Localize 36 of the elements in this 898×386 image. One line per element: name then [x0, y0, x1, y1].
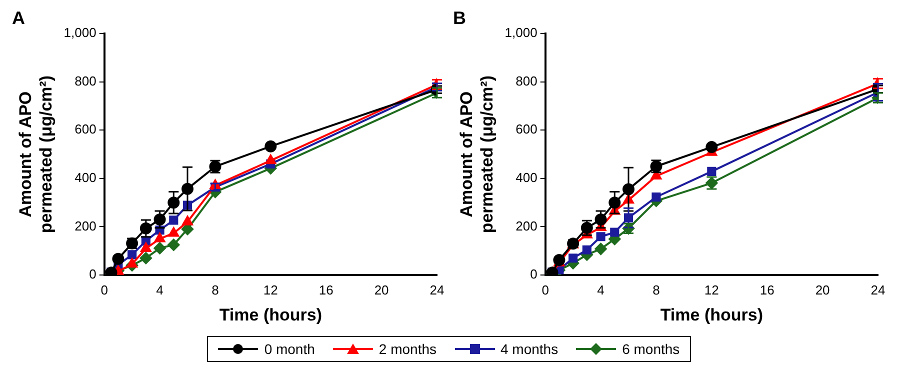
y-tick-label: 200 [74, 218, 96, 234]
y-axis-title: Amount of APO permeated (μg/cm²) [456, 75, 496, 234]
legend-label: 6 months [622, 341, 680, 357]
x-tick-label: 24 [430, 282, 444, 298]
x-tick-label: 4 [597, 282, 604, 298]
y-axis-title: Amount of APO permeated (μg/cm²) [16, 75, 56, 234]
x-tick-label: 16 [760, 282, 774, 298]
x-tick-label: 0 [100, 282, 108, 298]
y-tick-label: 600 [74, 122, 96, 137]
y-tick-label: 1,000 [64, 25, 96, 40]
x-tick-label: 8 [212, 282, 219, 298]
chart-title: B [453, 8, 466, 28]
y-tick-label: 0 [530, 266, 538, 282]
y-tick-label: 200 [516, 218, 538, 234]
legend-label: 0 month [264, 341, 315, 357]
y-tick-label: 800 [516, 73, 538, 88]
y-tick-label: 400 [74, 170, 96, 186]
x-axis-title: Time (hours) [219, 305, 322, 324]
x-tick-label: 20 [374, 282, 389, 298]
x-tick-label: 12 [263, 282, 278, 298]
y-tick-label: 0 [89, 266, 96, 282]
x-tick-label: 16 [318, 282, 334, 298]
x-tick-label: 4 [156, 282, 164, 298]
x-tick-label: 20 [815, 282, 830, 298]
x-tick-label: 12 [704, 282, 719, 298]
x-tick-label: 0 [542, 282, 549, 298]
chart-title: A [12, 8, 25, 28]
y-tick-label: 600 [516, 122, 538, 137]
legend-label: 4 months [500, 341, 558, 357]
x-tick-label: 24 [870, 282, 886, 298]
y-tick-label: 400 [516, 170, 538, 186]
y-tick-label: 1,000 [504, 25, 538, 40]
legend-label: 2 months [378, 341, 436, 357]
y-tick-label: 800 [74, 73, 96, 88]
x-tick-label: 8 [652, 282, 660, 298]
x-axis-title: Time (hours) [660, 305, 763, 324]
